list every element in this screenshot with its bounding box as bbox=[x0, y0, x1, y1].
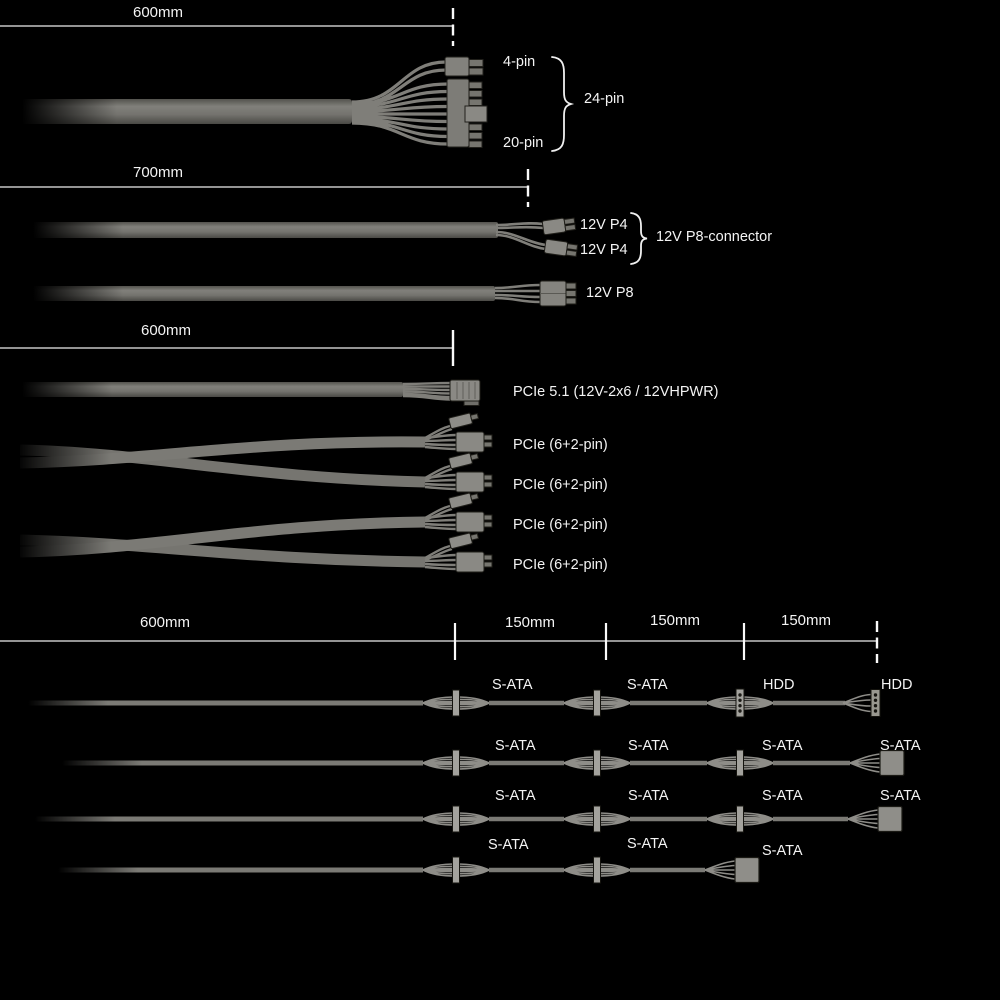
atx-20pin-connector bbox=[446, 78, 488, 148]
peripheral-chain-1 bbox=[28, 688, 881, 718]
brace-24pin bbox=[551, 56, 575, 152]
peripheral-measure-150a: 150mm bbox=[504, 614, 556, 631]
peripheral-chain-4 bbox=[58, 856, 760, 884]
cpu-p4-top-label: 12V P4 bbox=[580, 217, 628, 233]
sata-end-connector bbox=[704, 856, 760, 884]
sata-inline-connector bbox=[706, 805, 774, 833]
sata-inline-connector bbox=[563, 856, 631, 884]
atx-24pin-label: 24-pin bbox=[584, 91, 625, 107]
peripheral-chain-2 bbox=[62, 749, 905, 777]
pcie-pair2-fade bbox=[16, 530, 111, 560]
chain4-label-1: S-ATA bbox=[488, 837, 529, 853]
chain3-label-1: S-ATA bbox=[495, 788, 536, 804]
cpu-measure-label: 700mm bbox=[132, 164, 184, 181]
pcie-hpwr-ribbon-fade bbox=[22, 381, 112, 398]
pcie-62-end-4 bbox=[424, 532, 493, 573]
atx-wire-fan bbox=[351, 60, 449, 146]
cpu-p4-bottom-label: 12V P4 bbox=[580, 242, 628, 258]
sata-inline-connector bbox=[422, 749, 490, 777]
pcie-62-label-1: PCIe (6+2-pin) bbox=[513, 437, 608, 453]
sata-end-connector bbox=[849, 749, 905, 777]
chain1-label-1: S-ATA bbox=[492, 677, 533, 693]
cpu-p8-label: 12V P8 bbox=[586, 285, 634, 301]
sata-inline-connector bbox=[563, 749, 631, 777]
cpu-p4-ribbon bbox=[33, 222, 498, 238]
cpu-p8-cable bbox=[33, 280, 577, 307]
pcie-62-label-3: PCIe (6+2-pin) bbox=[513, 517, 608, 533]
pcie-62-label-4: PCIe (6+2-pin) bbox=[513, 557, 608, 573]
peripheral-measure-150c: 150mm bbox=[780, 612, 832, 629]
atx-measure-label: 600mm bbox=[132, 4, 184, 21]
hdd-inline-connector bbox=[706, 688, 774, 718]
pcie-hpwr-ribbon bbox=[22, 382, 403, 397]
cpu-p8-ribbon bbox=[33, 286, 495, 301]
chain3-label-2: S-ATA bbox=[628, 788, 669, 804]
pcie-hpwr-label: PCIe 5.1 (12V-2x6 / 12VHPWR) bbox=[513, 384, 719, 400]
pcie-pair1-fade bbox=[16, 441, 111, 471]
chain2-label-4: S-ATA bbox=[880, 738, 921, 754]
atx-cable bbox=[22, 56, 575, 152]
pcie-62-cables bbox=[16, 412, 493, 573]
atx-20pin-label: 20-pin bbox=[503, 135, 544, 151]
chain1-label-4: HDD bbox=[881, 677, 913, 693]
chain1-label-2: S-ATA bbox=[627, 677, 668, 693]
chain3-label-3: S-ATA bbox=[762, 788, 803, 804]
cpu-p4p4-cable bbox=[33, 212, 648, 265]
chain2-label-2: S-ATA bbox=[628, 738, 669, 754]
chain2-label-3: S-ATA bbox=[762, 738, 803, 754]
cpu-p8-group-label: 12V P8-connector bbox=[656, 229, 773, 245]
sata-inline-connector bbox=[422, 856, 490, 884]
sata-inline-connector bbox=[422, 805, 490, 833]
brace-12v-p8 bbox=[630, 212, 648, 265]
chain4-label-3: S-ATA bbox=[762, 843, 803, 859]
sata-inline-connector bbox=[563, 689, 631, 717]
cpu-p8-ribbon-fade bbox=[33, 285, 123, 302]
pcie-measure-label: 600mm bbox=[140, 322, 192, 339]
cpu-p8-connector bbox=[539, 280, 577, 307]
cpu-p4-connector-top bbox=[541, 217, 577, 236]
cpu-p4-connector-bottom bbox=[543, 238, 579, 258]
chain3-label-4: S-ATA bbox=[880, 788, 921, 804]
chain2-label-1: S-ATA bbox=[495, 738, 536, 754]
pcie-hpwr-connector bbox=[449, 379, 481, 406]
cpu-p8-wire-fan bbox=[494, 283, 541, 304]
pcie-62-end-2 bbox=[424, 452, 493, 493]
pcie-62-end-3 bbox=[424, 492, 493, 533]
measure-rules bbox=[0, 8, 879, 663]
pcie-62-end-1 bbox=[424, 412, 493, 453]
chain1-label-3: HDD bbox=[763, 677, 795, 693]
pcie-hpwr-cable bbox=[22, 379, 481, 406]
peripheral-chain-3 bbox=[35, 805, 903, 833]
cpu-p4-ribbon-fade bbox=[33, 221, 123, 239]
cpu-p4-wire-fan bbox=[495, 222, 547, 251]
atx-4pin-label: 4-pin bbox=[503, 54, 536, 70]
pcie-hpwr-wire-fan bbox=[402, 381, 453, 401]
atx-4pin-connector bbox=[444, 56, 484, 77]
atx-ribbon-fade bbox=[22, 98, 117, 125]
peripheral-measure-150b: 150mm bbox=[649, 612, 701, 629]
sata-inline-connector bbox=[422, 689, 490, 717]
pcie-62-label-2: PCIe (6+2-pin) bbox=[513, 477, 608, 493]
chain4-label-2: S-ATA bbox=[627, 836, 668, 852]
sata-inline-connector bbox=[563, 805, 631, 833]
sata-end-connector bbox=[847, 805, 903, 833]
hdd-end-connector bbox=[842, 688, 881, 718]
peripheral-measure-600: 600mm bbox=[139, 614, 191, 631]
